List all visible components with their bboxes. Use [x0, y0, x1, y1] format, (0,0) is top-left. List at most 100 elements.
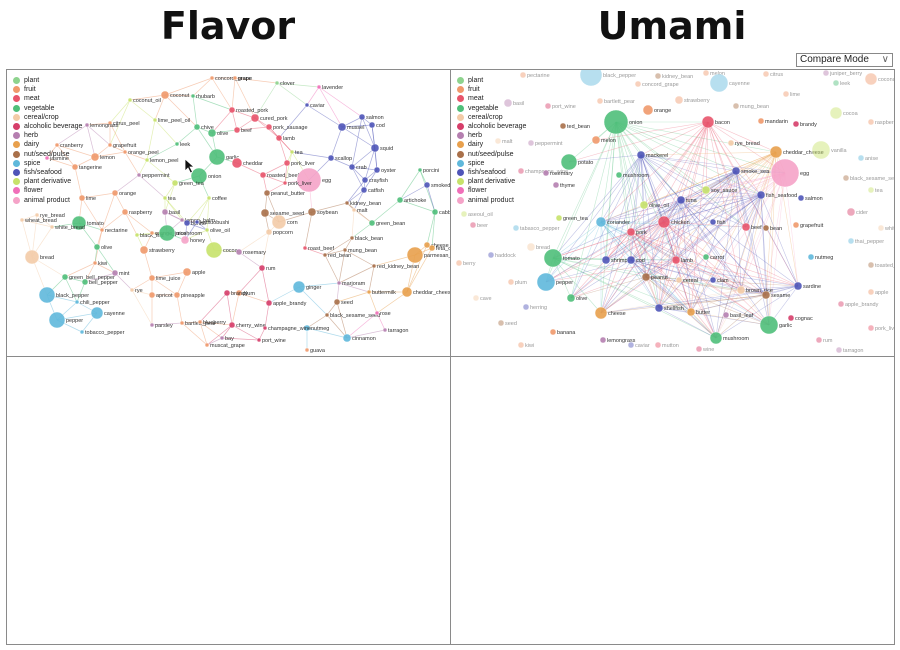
node-circle[interactable]	[522, 303, 530, 311]
graph-node[interactable]: green_tea	[555, 214, 589, 222]
node-circle[interactable]	[262, 325, 268, 331]
graph-node[interactable]: basil	[503, 98, 524, 108]
graph-node[interactable]: tea	[867, 186, 884, 194]
graph-node[interactable]: cider	[846, 207, 868, 217]
graph-node[interactable]: basil	[161, 208, 180, 216]
graph-node[interactable]: pork_sausage	[265, 123, 308, 131]
node-circle[interactable]	[174, 141, 180, 147]
node-circle[interactable]	[19, 217, 25, 223]
graph-node[interactable]: black_bean	[349, 235, 383, 242]
graph-node[interactable]: cheese	[423, 241, 449, 249]
node-circle[interactable]	[695, 345, 703, 353]
graph-node[interactable]: plum	[507, 278, 527, 286]
legend-item-fruit[interactable]: fruit	[13, 85, 82, 94]
legend-item-plant-derivative[interactable]: plant derivative	[13, 177, 82, 186]
node-circle[interactable]	[406, 246, 424, 264]
node-circle[interactable]	[44, 155, 50, 161]
graph-node[interactable]: rum	[258, 264, 276, 272]
graph-node[interactable]: strawberry	[674, 95, 710, 105]
graph-node[interactable]: rye	[129, 287, 143, 294]
graph-node[interactable]: olive_oil	[204, 227, 230, 234]
graph-node[interactable]: clover	[274, 80, 295, 87]
node-circle[interactable]	[219, 335, 225, 341]
node-circle[interactable]	[271, 214, 287, 230]
node-circle[interactable]	[322, 252, 328, 258]
node-circle[interactable]	[107, 120, 113, 126]
graph-node[interactable]: coffee	[206, 195, 227, 202]
graph-node[interactable]: peanut_butter	[263, 189, 305, 197]
node-circle[interactable]	[867, 288, 875, 296]
graph-node[interactable]: black_sesame_seed	[324, 312, 380, 319]
graph-node[interactable]: toasted_peanut	[867, 261, 894, 269]
node-circle[interactable]	[232, 75, 238, 81]
node-circle[interactable]	[676, 195, 686, 205]
graph-node[interactable]: tomato	[543, 248, 580, 268]
node-circle[interactable]	[709, 218, 717, 226]
graph-node[interactable]: orange_peel	[122, 149, 159, 156]
graph-node[interactable]: fish	[709, 218, 726, 226]
graph-node[interactable]: lemon_balm	[179, 217, 215, 224]
graph-node[interactable]: mutton	[654, 341, 679, 349]
node-circle[interactable]	[769, 145, 783, 159]
node-circle[interactable]	[134, 232, 140, 238]
node-circle[interactable]	[228, 106, 236, 114]
graph-node[interactable]: cured_pork	[250, 113, 288, 123]
graph-node[interactable]: port_wine	[544, 102, 576, 110]
graph-node[interactable]: marjoram	[336, 280, 366, 287]
graph-node[interactable]: banana	[549, 328, 576, 336]
legend-item-nut-seed-pulse[interactable]: nut/seed/pulse	[457, 150, 526, 159]
graph-node[interactable]: strawberry	[139, 245, 175, 255]
legend-item-spice[interactable]: spice	[13, 159, 82, 168]
node-circle[interactable]	[835, 346, 843, 354]
graph-node[interactable]: salmon	[797, 194, 823, 202]
graph-node[interactable]: cherry_wine	[228, 321, 266, 329]
node-circle[interactable]	[90, 306, 104, 320]
node-circle[interactable]	[292, 280, 306, 294]
node-circle[interactable]	[161, 208, 169, 216]
graph-node[interactable]: egg	[770, 158, 809, 188]
node-circle[interactable]	[180, 235, 190, 245]
node-circle[interactable]	[559, 122, 567, 130]
graph-node[interactable]: peanut	[641, 272, 668, 282]
node-circle[interactable]	[265, 228, 273, 236]
node-circle[interactable]	[832, 79, 840, 87]
node-circle[interactable]	[423, 181, 431, 189]
graph-node[interactable]: lime	[782, 90, 800, 98]
graph-node[interactable]: feta_cheese	[428, 244, 450, 252]
node-circle[interactable]	[148, 291, 156, 299]
node-circle[interactable]	[762, 70, 770, 78]
node-circle[interactable]	[206, 195, 212, 201]
graph-node[interactable]: sesame	[761, 290, 790, 300]
graph-node[interactable]: lamb	[275, 134, 295, 142]
graph-node[interactable]: bonito	[183, 219, 206, 227]
node-circle[interactable]	[190, 167, 208, 185]
node-circle[interactable]	[702, 70, 710, 77]
graph-node[interactable]: cheddar	[231, 157, 263, 169]
node-circle[interactable]	[122, 149, 128, 155]
node-circle[interactable]	[675, 276, 683, 284]
graph-node[interactable]: wheat_bread	[19, 217, 57, 224]
node-circle[interactable]	[129, 287, 135, 293]
graph-node[interactable]: thyme	[552, 181, 575, 189]
legend-item-herb[interactable]: herb	[13, 131, 82, 140]
node-circle[interactable]	[594, 306, 608, 320]
node-circle[interactable]	[787, 314, 795, 322]
graph-node[interactable]: melon	[591, 135, 616, 145]
node-circle[interactable]	[260, 208, 270, 218]
node-circle[interactable]	[782, 90, 790, 98]
graph-node[interactable]: coriander	[595, 216, 630, 228]
node-circle[interactable]	[797, 194, 805, 202]
node-circle[interactable]	[54, 142, 60, 148]
node-circle[interactable]	[235, 248, 243, 256]
node-circle[interactable]	[302, 245, 308, 251]
graph-node[interactable]: cave	[472, 294, 492, 302]
graph-node[interactable]: lemon_peel	[144, 157, 178, 164]
node-circle[interactable]	[792, 120, 800, 128]
graph-node[interactable]: ginger	[292, 280, 321, 294]
node-circle[interactable]	[542, 169, 550, 177]
node-circle[interactable]	[136, 172, 142, 178]
graph-node[interactable]: red_bean	[322, 252, 351, 259]
graph-node[interactable]: aseoul_oil	[460, 210, 493, 218]
graph-node[interactable]: beef	[233, 126, 252, 134]
node-circle[interactable]	[596, 97, 604, 105]
